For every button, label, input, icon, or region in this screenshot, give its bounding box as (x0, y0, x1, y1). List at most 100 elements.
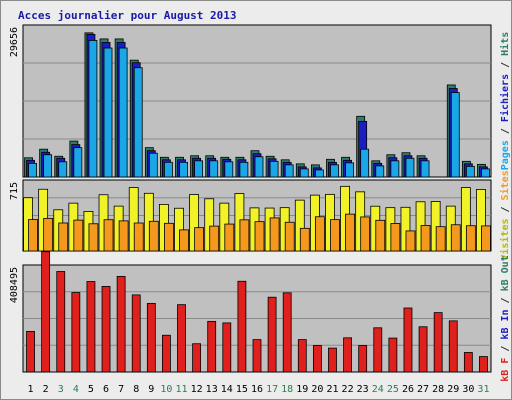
bar-mid-sites-day-22 (345, 213, 355, 252)
bar-top-hits-day-17 (269, 160, 279, 178)
bar-top-hits-day-24 (375, 165, 385, 178)
panel-top-max-label: 29656 (9, 27, 20, 57)
panel-bot-legend-segment: / (500, 291, 511, 309)
bar-mid-visites-day-19 (294, 199, 305, 252)
bar-top-hits-day-8 (133, 67, 143, 178)
x-tick-label: 11 (175, 384, 187, 395)
x-tick-label: 16 (251, 384, 263, 395)
x-tick-label: 13 (206, 384, 218, 395)
x-tick-label: 7 (118, 384, 124, 395)
bar-mid-sites-day-9 (148, 220, 159, 252)
bar-bot-kb-f-day-22 (343, 337, 352, 373)
bar-bot-kb-f-day-29 (448, 320, 458, 373)
panel-top-legend-segment: Pages (500, 140, 511, 170)
bar-mid-sites-day-7 (118, 220, 129, 252)
bar-bot-kb-f-day-20 (312, 345, 322, 373)
bar-top-hits-day-31 (481, 168, 490, 178)
bar-mid-sites-day-23 (360, 216, 371, 252)
bar-mid-sites-day-20 (314, 216, 325, 252)
bar-bot-kb-f-day-18 (282, 292, 292, 373)
bar-bot-kb-f-day-1 (26, 330, 35, 373)
bar-mid-sites-day-16 (254, 221, 265, 252)
bar-bot-kb-f-day-7 (116, 275, 126, 373)
bar-bot-kb-f-day-13 (207, 320, 217, 373)
bar-mid-sites-day-21 (330, 219, 340, 252)
bar-top-hits-day-14 (224, 161, 234, 178)
x-tick-label: 30 (462, 384, 474, 395)
bar-mid-sites-day-8 (133, 222, 144, 252)
x-tick-label: 28 (432, 384, 444, 395)
bar-mid-sites-day-3 (58, 222, 69, 252)
x-tick-label: 25 (387, 384, 399, 395)
bar-top-hits-day-15 (239, 161, 249, 178)
panel-bot-legend-segment: kB In (500, 309, 511, 339)
bar-top-hits-day-18 (284, 164, 294, 178)
bar-bot-kb-f-day-14 (222, 322, 232, 373)
bar-mid-sites-day-18 (284, 221, 295, 252)
bar-top-hits-day-12 (194, 160, 204, 178)
bar-top-hits-day-19 (299, 168, 309, 178)
bar-top-hits-day-25 (390, 160, 400, 178)
bar-bot-kb-f-day-15 (237, 280, 247, 373)
x-tick-label: 12 (191, 384, 203, 395)
plot-area: Pages / Fichiers / Hits 29656 Visites / Si… (9, 24, 511, 395)
bar-mid-sites-day-6 (103, 219, 114, 252)
x-tick-label: 8 (133, 384, 139, 395)
bar-bot-kb-f-day-31 (479, 356, 488, 373)
bar-bot-kb-f-day-24 (373, 327, 383, 373)
bar-bot-kb-f-day-11 (177, 304, 186, 373)
bar-bot-kb-f-day-4 (71, 292, 81, 373)
bar-bot-kb-f-day-21 (328, 347, 337, 373)
bar-bot-kb-f-day-8 (131, 294, 141, 373)
bar-top-hits-day-23 (360, 148, 370, 178)
bar-bot-kb-f-day-10 (162, 334, 171, 373)
bar-mid-visites-day-28 (430, 201, 441, 252)
bar-mid-sites-day-4 (73, 219, 84, 252)
bar-mid-visites-day-13 (204, 198, 215, 252)
chart-title: Acces journalier pour August 2013 (18, 9, 237, 22)
bar-top-hits-day-5 (88, 40, 98, 178)
x-tick-label: 20 (311, 384, 323, 395)
x-tick-label: 17 (266, 384, 278, 395)
panel-bot-max-label: 408495 (9, 267, 20, 303)
bar-bot-kb-f-day-28 (433, 312, 443, 373)
bar-mid-sites-day-19 (299, 227, 310, 252)
x-tick-label: 29 (447, 384, 459, 395)
bar-mid-sites-day-25 (390, 223, 401, 252)
panel-bot-legend-segment: kB Out (500, 255, 511, 291)
bar-bot-kb-f-day-2 (41, 251, 51, 373)
bar-mid-sites-day-2 (43, 217, 54, 252)
x-tick-label: 6 (103, 384, 109, 395)
bar-top-hits-day-26 (405, 157, 415, 178)
bar-top-hits-day-10 (164, 161, 173, 178)
bar-bot-kb-f-day-5 (86, 281, 96, 373)
panel-top-legend-segment: / (500, 56, 511, 74)
panel-mid-max-label: 715 (9, 182, 20, 200)
bar-top-hits-day-3 (58, 161, 68, 178)
panel-mid-legend-segment: Visites (499, 219, 511, 261)
x-tick-label: 27 (417, 384, 429, 395)
bar-mid-sites-day-17 (269, 217, 280, 252)
bar-top-hits-day-13 (209, 160, 219, 178)
bar-mid-sites-day-30 (465, 225, 476, 252)
x-tick-label: 4 (73, 384, 79, 395)
panel-bot-legend-segment: kB F (500, 358, 511, 382)
x-tick-label: 1 (28, 384, 34, 395)
bar-mid-sites-day-31 (481, 225, 491, 252)
x-tick-label: 24 (372, 384, 384, 395)
x-tick-label: 31 (477, 384, 489, 395)
bar-mid-visites-day-8 (128, 187, 139, 252)
bar-bot-kb-f-day-3 (56, 271, 66, 373)
bar-mid-sites-day-12 (194, 227, 205, 252)
x-tick-label: 3 (58, 384, 64, 395)
bar-bot-kb-f-day-16 (252, 339, 262, 373)
bar-mid-sites-day-15 (239, 219, 250, 252)
panel-bot-legend: kB F / kB In / kB Out (500, 255, 511, 381)
bar-mid-visites-day-26 (400, 206, 411, 252)
bar-bot-kb-f-day-17 (267, 296, 277, 373)
bar-mid-visites-day-31 (476, 189, 486, 252)
x-tick-label: 18 (281, 384, 293, 395)
panel-mid-legend: Visites / Sites (499, 170, 511, 260)
